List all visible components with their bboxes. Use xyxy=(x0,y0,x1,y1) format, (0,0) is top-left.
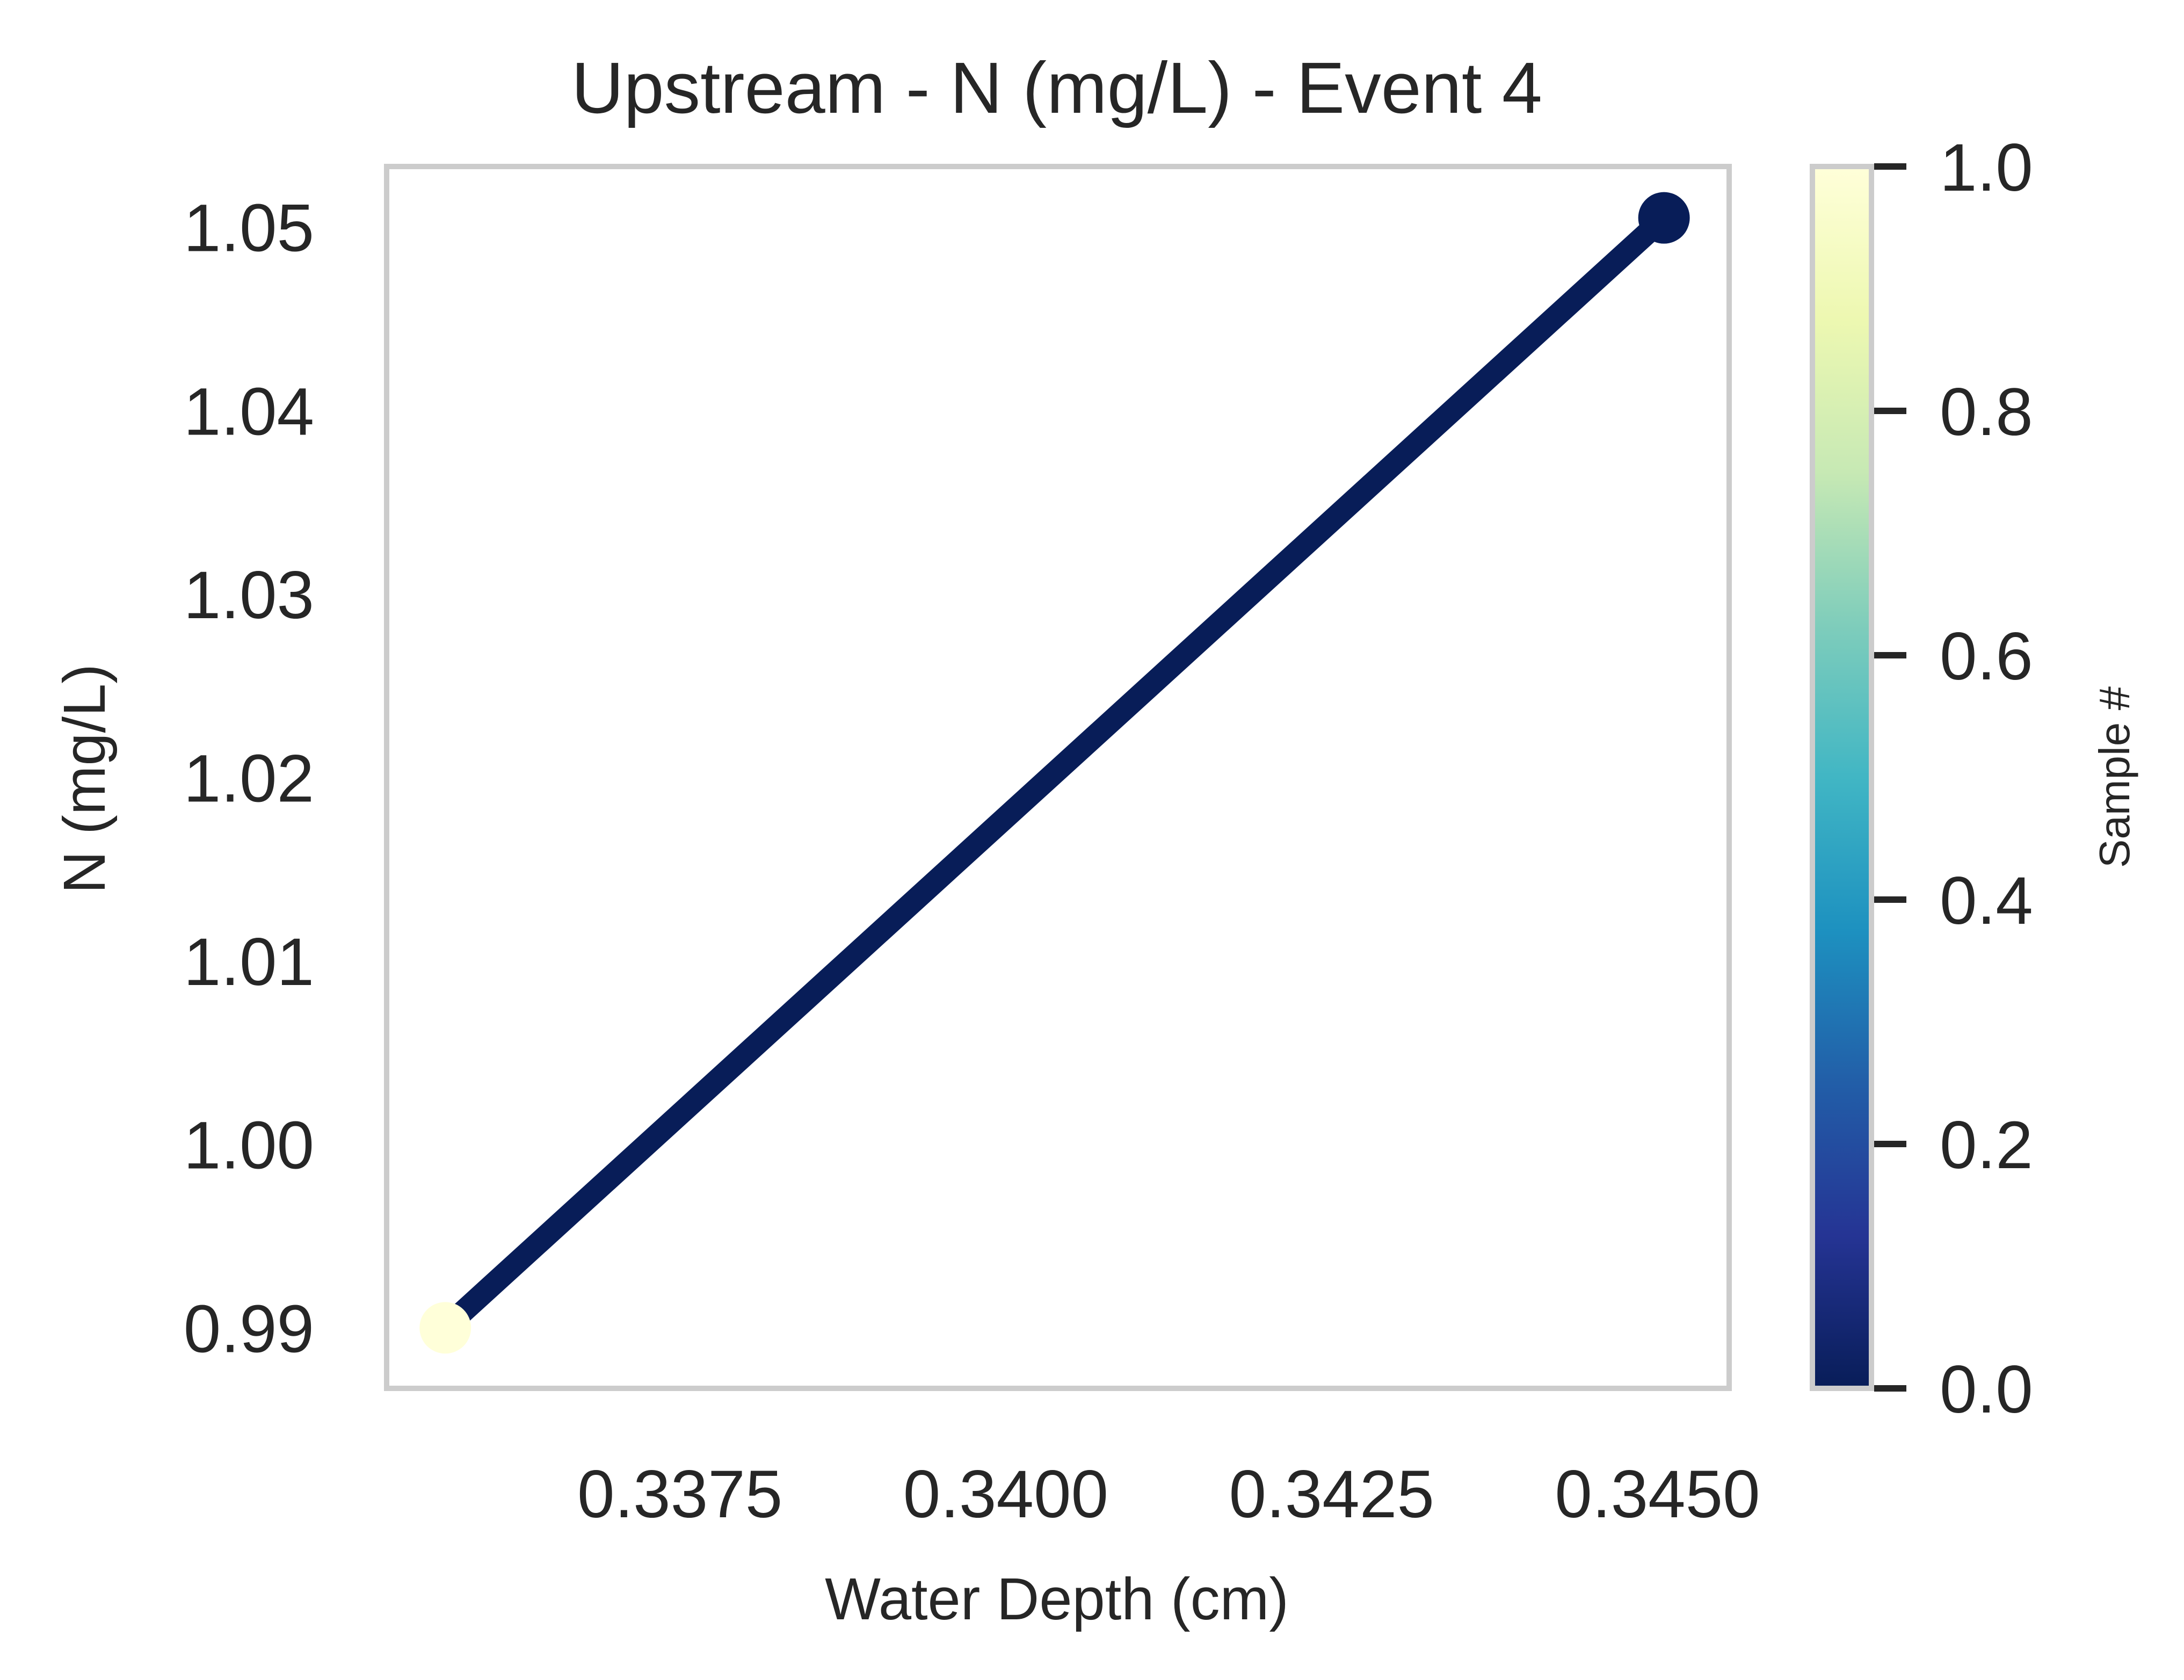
y-tick-label: 1.04 xyxy=(184,374,314,449)
y-tick-label: 1.05 xyxy=(184,191,314,266)
data-point xyxy=(1638,192,1690,244)
x-axis-label: Water Depth (cm) xyxy=(825,1566,1289,1632)
x-tick-label: 0.3425 xyxy=(1229,1457,1434,1532)
colorbar-tick-label: 0.8 xyxy=(1940,375,2033,450)
x-tick-labels: 0.3375 0.3400 0.3425 0.3450 xyxy=(577,1457,1760,1532)
colorbar-tick-label: 0.4 xyxy=(1940,864,2033,938)
y-tick-label: 1.01 xyxy=(184,925,314,1000)
data-line xyxy=(438,209,1672,1336)
y-tick-labels: 0.99 1.00 1.01 1.02 1.03 1.04 1.05 xyxy=(184,191,314,1367)
x-tick-label: 0.3375 xyxy=(577,1457,782,1532)
x-tick-label: 0.3450 xyxy=(1555,1457,1760,1532)
colorbar-tick-label: 0.0 xyxy=(1940,1352,2033,1427)
y-tick-label: 1.02 xyxy=(184,742,314,816)
y-tick-label: 1.00 xyxy=(184,1109,314,1183)
colorbar-tick-label: 0.6 xyxy=(1940,619,2033,694)
colorbar-tick-label: 1.0 xyxy=(1940,131,2033,205)
colorbar-label: Sample # xyxy=(2091,686,2138,868)
chart-title: Upstream - N (mg/L) - Event 4 xyxy=(571,47,1542,128)
y-axis-label: N (mg/L) xyxy=(52,664,118,894)
x-tick-label: 0.3400 xyxy=(903,1457,1108,1532)
y-tick-label: 1.03 xyxy=(184,558,314,633)
colorbar-ticks: 0.0 0.2 0.4 0.6 0.8 1.0 xyxy=(1874,131,2033,1427)
colorbar-tick-label: 0.2 xyxy=(1940,1108,2033,1183)
series-line xyxy=(419,192,1690,1354)
y-tick-label: 0.99 xyxy=(184,1292,314,1366)
colorbar xyxy=(1810,164,1874,1391)
data-point xyxy=(419,1302,471,1354)
